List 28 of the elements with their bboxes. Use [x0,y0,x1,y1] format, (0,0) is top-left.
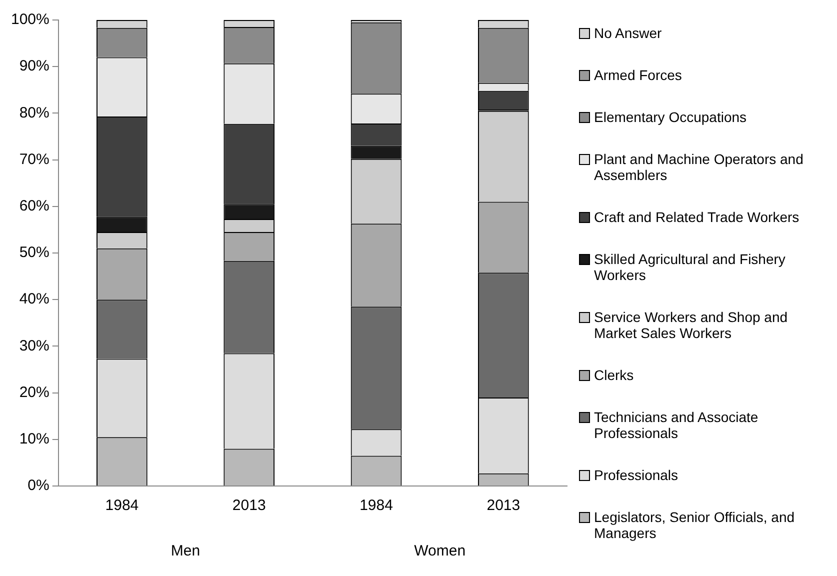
legend-label: Skilled Agricultural and Fishery Workers [594,251,786,283]
legend-label: Plant and Machine Operators and Assemblers [594,151,804,183]
y-tick-label: 40% [19,290,50,308]
y-tick-label: 50% [19,244,50,262]
x-tick-label: 1984 [105,497,139,514]
x-tick-label: 2013 [486,497,520,514]
legend-label: No Answer [594,25,662,41]
y-tick-label: 70% [19,150,50,168]
y-tick-label: 100% [10,11,50,28]
legend-label: Technicians and Associate Professionals [594,409,760,441]
y-tick-label: 90% [19,58,50,75]
legend-label: Craft and Related Trade Workers [594,209,800,225]
text: Women [414,542,466,560]
text: Men [170,542,200,560]
legend-label: Service Workers and Shop and Market Sales Workers [594,309,789,341]
legend-label: Clerks [594,367,634,383]
legend-label: Armed Forces [594,67,682,83]
y-tick-label: 0% [28,477,50,494]
y-tick-label: 30% [19,337,50,354]
y-tick-label: 10% [19,430,50,448]
legend-label: Elementary Occupations [594,109,747,125]
y-tick-label: 80% [19,104,50,122]
y-tick-label: 20% [19,384,50,401]
y-tick-label: 60% [19,198,50,215]
x-tick-label: 2013 [232,497,266,514]
legend-label: Professionals [594,467,678,483]
legend-label: Legislators, Senior Officials, and Managers [594,509,796,541]
x-tick-label: 1984 [360,497,393,514]
